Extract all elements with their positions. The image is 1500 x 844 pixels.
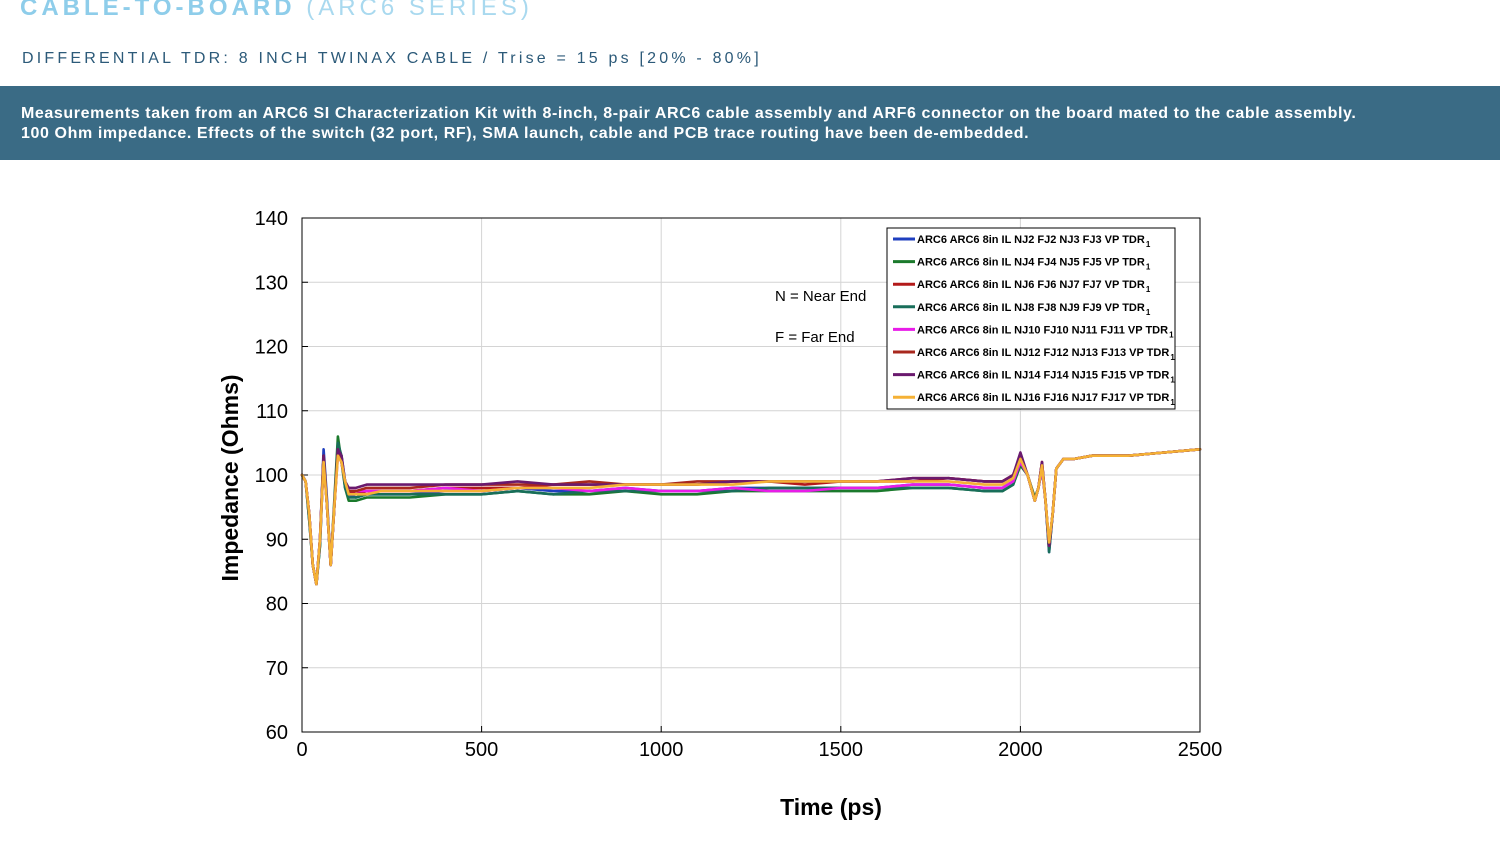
title-light: (ARC6 SERIES) — [306, 0, 533, 21]
legend-entry: ARC6 ARC6 8in IL NJ12 FJ12 NJ13 FJ13 VP … — [917, 347, 1169, 359]
y-tick-label: 80 — [266, 594, 288, 616]
annotation: N = Near End — [775, 288, 866, 305]
y-tick-label: 140 — [255, 208, 288, 230]
y-tick-label: 60 — [266, 722, 288, 744]
banner-text: Measurements taken from an ARC6 SI Chara… — [21, 104, 1356, 144]
x-tick-label: 0 — [296, 739, 307, 761]
legend-subscript: 1 — [1169, 330, 1174, 339]
x-tick-label: 2000 — [998, 739, 1043, 761]
legend-subscript: 1 — [1170, 376, 1175, 385]
legend-box — [886, 227, 1176, 410]
series-line-8 — [300, 447, 1202, 586]
legend-subscript: 1 — [1146, 263, 1151, 272]
legend-subscript: 1 — [1146, 308, 1151, 317]
title-strong: CABLE-TO-BOARD — [20, 0, 296, 21]
legend-entry: ARC6 ARC6 8in IL NJ10 FJ10 NJ11 FJ11 VP … — [917, 324, 1168, 336]
plot-frame — [301, 217, 1201, 733]
banner-line-2: 100 Ohm impedance. Effects of the switch… — [21, 125, 1030, 142]
x-tick-label: 2500 — [1178, 739, 1223, 761]
x-axis-label: Time (ps) — [780, 794, 882, 820]
legend-entry: ARC6 ARC6 8in IL NJ16 FJ16 NJ17 FJ17 VP … — [917, 392, 1169, 404]
y-tick-label: 130 — [255, 272, 288, 294]
y-tick-label: 100 — [255, 465, 288, 487]
legend-subscript: 1 — [1146, 285, 1151, 294]
y-tick-label: 90 — [266, 529, 288, 551]
legend-subscript: 1 — [1170, 353, 1175, 362]
legend-subscript: 1 — [1170, 398, 1175, 407]
y-tick-label: 110 — [256, 401, 288, 423]
y-tick-label: 120 — [255, 337, 288, 359]
legend-entry: ARC6 ARC6 8in IL NJ14 FJ14 NJ15 FJ15 VP … — [917, 370, 1169, 382]
legend-entry: ARC6 ARC6 8in IL NJ8 FJ8 NJ9 FJ9 VP TDR — [917, 302, 1145, 314]
y-axis-label: Impedance (Ohms) — [217, 374, 243, 581]
page-title: CABLE-TO-BOARD (ARC6 SERIES) — [20, 0, 533, 24]
x-tick-label: 1000 — [639, 739, 684, 761]
legend-entry: ARC6 ARC6 8in IL NJ6 FJ6 NJ7 FJ7 VP TDR — [917, 279, 1145, 291]
annotation: F = Far End — [775, 329, 855, 346]
x-tick-label: 1500 — [819, 739, 864, 761]
legend: ARC6 ARC6 8in IL NJ2 FJ2 NJ3 FJ3 VP TDR 1… — [886, 227, 1176, 410]
legend-entry: ARC6 ARC6 8in IL NJ4 FJ4 NJ5 FJ5 VP TDR — [917, 257, 1145, 269]
legend-entry: ARC6 ARC6 8in IL NJ2 FJ2 NJ3 FJ3 VP TDR — [917, 234, 1145, 246]
y-tick-label: 70 — [266, 658, 288, 680]
banner-line-1: Measurements taken from an ARC6 SI Chara… — [21, 105, 1357, 122]
legend-subscript: 1 — [1146, 240, 1151, 249]
x-tick-label: 500 — [465, 739, 498, 761]
subtitle: DIFFERENTIAL TDR: 8 INCH TWINAX CABLE / … — [22, 50, 762, 67]
info-banner: Measurements taken from an ARC6 SI Chara… — [0, 86, 1500, 160]
